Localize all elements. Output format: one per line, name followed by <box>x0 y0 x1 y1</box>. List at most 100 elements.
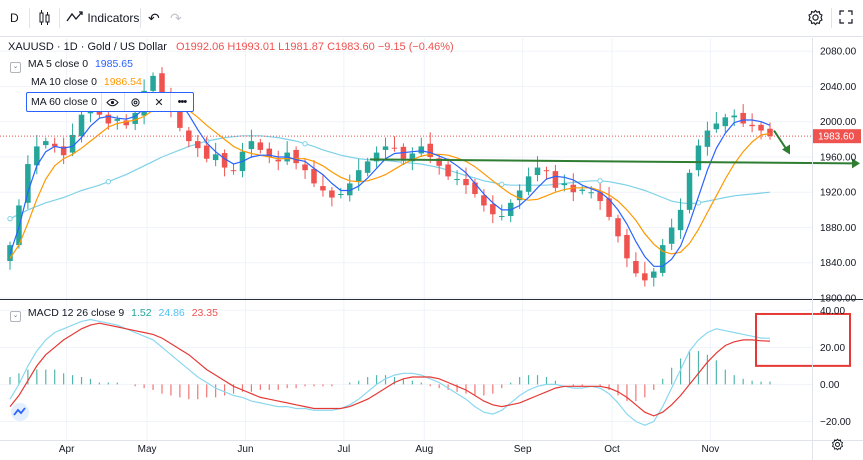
candle-body <box>391 147 398 149</box>
toolbar-divider <box>831 8 832 28</box>
candle-body <box>203 145 210 159</box>
candle-body <box>409 153 416 162</box>
candle-body <box>668 227 675 244</box>
candle-body <box>677 209 684 231</box>
down-arrow <box>773 129 787 150</box>
candle-body <box>150 75 156 91</box>
time-axis-label: Sep <box>514 444 532 455</box>
redo-icon[interactable]: ↷ <box>170 10 182 26</box>
candle-body <box>275 159 281 162</box>
macd-signal-value: 23.35 <box>191 307 218 319</box>
ma10-line <box>9 103 771 259</box>
macd-legend[interactable]: ⌄ MACD 12 26 close 9 1.52 24.86 23.35 <box>10 307 218 322</box>
gear-icon[interactable] <box>831 438 844 454</box>
candle-body <box>525 176 532 192</box>
price-axis-label: 1880.00 <box>820 223 857 234</box>
more-icon[interactable]: ••• <box>169 93 193 111</box>
indicators-label: Indicators <box>87 11 140 25</box>
chart-type-icon[interactable] <box>38 10 52 30</box>
ma60-line <box>9 135 771 220</box>
candle-body <box>713 123 720 130</box>
ma5-legend[interactable]: ⌄ MA 5 close 0 1985.65 <box>10 58 133 73</box>
candle-body <box>123 120 129 126</box>
settings-icon[interactable] <box>123 93 147 111</box>
time-axis-label: May <box>138 444 157 455</box>
candle-body <box>731 115 737 118</box>
symbol-title: XAUUSD · 1D · Gold / US Dollar <box>8 41 167 53</box>
ma60-line <box>7 135 771 222</box>
candle-body <box>34 146 40 166</box>
ma60-marker <box>302 141 308 147</box>
candle-body <box>516 190 523 201</box>
candle-body <box>472 182 478 194</box>
candle-body <box>552 171 559 188</box>
candle-body <box>695 145 702 171</box>
axes: 2080.00 2040.00 2000.00 1960.00 1920.00 1880.… <box>0 38 863 460</box>
candle-body <box>78 114 85 137</box>
candle-body <box>382 146 389 150</box>
candle-body <box>597 192 603 202</box>
candle-body <box>159 73 165 96</box>
candle-body <box>195 141 201 149</box>
candle-body <box>543 170 550 172</box>
candle-body <box>686 172 693 210</box>
macd-hist-value: 1.52 <box>131 307 152 319</box>
time-axis-label: Oct <box>604 444 620 455</box>
eye-icon[interactable] <box>100 93 124 111</box>
candle-body <box>659 245 666 273</box>
candle-body <box>105 114 112 124</box>
macd-legend-label: MACD 12 26 close 9 <box>27 307 125 319</box>
candle-body <box>633 260 639 274</box>
ma10-legend-value: 1986.54 <box>103 76 142 88</box>
candle-body <box>481 195 487 206</box>
ma10-legend[interactable]: MA 10 close 0 1986.54 <box>31 76 142 88</box>
candle-body <box>445 164 451 177</box>
candle-body <box>114 119 121 121</box>
candle-body <box>499 216 505 218</box>
candle-body <box>186 130 192 142</box>
candle-body <box>320 186 326 191</box>
price-axis-label: 2080.00 <box>820 47 857 58</box>
ma10-legend-label: MA 10 close 0 <box>31 76 97 88</box>
collapse-icon[interactable]: ⌄ <box>10 62 21 73</box>
ohlc-values: O1992.06 H1993.01 L1981.87 C1983.60 −9.1… <box>176 41 454 53</box>
ma60-marker <box>105 178 112 185</box>
candle-body <box>69 134 76 153</box>
support-arrowhead <box>852 158 860 169</box>
indicators-icon <box>66 11 83 22</box>
highlight-box <box>755 312 851 367</box>
candle-body <box>642 273 648 281</box>
macd-line-value: 24.86 <box>158 307 185 319</box>
candle-body <box>43 141 49 146</box>
collapse-icon[interactable]: ⌄ <box>10 311 21 322</box>
toolbar-divider <box>59 8 60 28</box>
ma60-legend[interactable]: MA 60 close 0 ✕ ••• <box>26 92 194 112</box>
candle-body <box>212 154 219 161</box>
candle-body <box>177 107 183 128</box>
tradingview-logo-icon[interactable] <box>10 403 30 424</box>
indicators-button[interactable]: Indicators <box>66 8 139 28</box>
candle-body <box>311 168 317 184</box>
fullscreen-icon[interactable] <box>839 10 853 30</box>
top-toolbar: D Indicators ↶ ↷ <box>0 0 863 37</box>
candle-body <box>704 130 711 147</box>
candle-body <box>436 158 442 166</box>
chart-canvas[interactable]: 1983.60 2080.00 2040.00 2000.00 1960.00 1920… <box>0 37 863 460</box>
price-axis-label: 1920.00 <box>820 188 857 199</box>
price-axis-label: 2000.00 <box>820 117 857 128</box>
candle-body <box>767 128 773 137</box>
close-icon[interactable]: ✕ <box>146 93 170 111</box>
annotations: 1983.60 <box>0 129 861 169</box>
support-line <box>369 158 853 165</box>
candle-body <box>454 179 460 181</box>
candle-body <box>722 117 729 127</box>
gear-icon[interactable] <box>807 9 824 29</box>
undo-icon[interactable]: ↶ <box>148 10 160 26</box>
candle-body <box>427 143 433 157</box>
interval-button[interactable]: D <box>10 11 19 25</box>
macd-axis-label: 0.00 <box>820 380 840 391</box>
ma5-line <box>9 91 771 267</box>
macd-axis-label: 20.00 <box>820 343 845 354</box>
candle-body <box>570 184 577 193</box>
price-axis-label: 1960.00 <box>820 152 857 163</box>
